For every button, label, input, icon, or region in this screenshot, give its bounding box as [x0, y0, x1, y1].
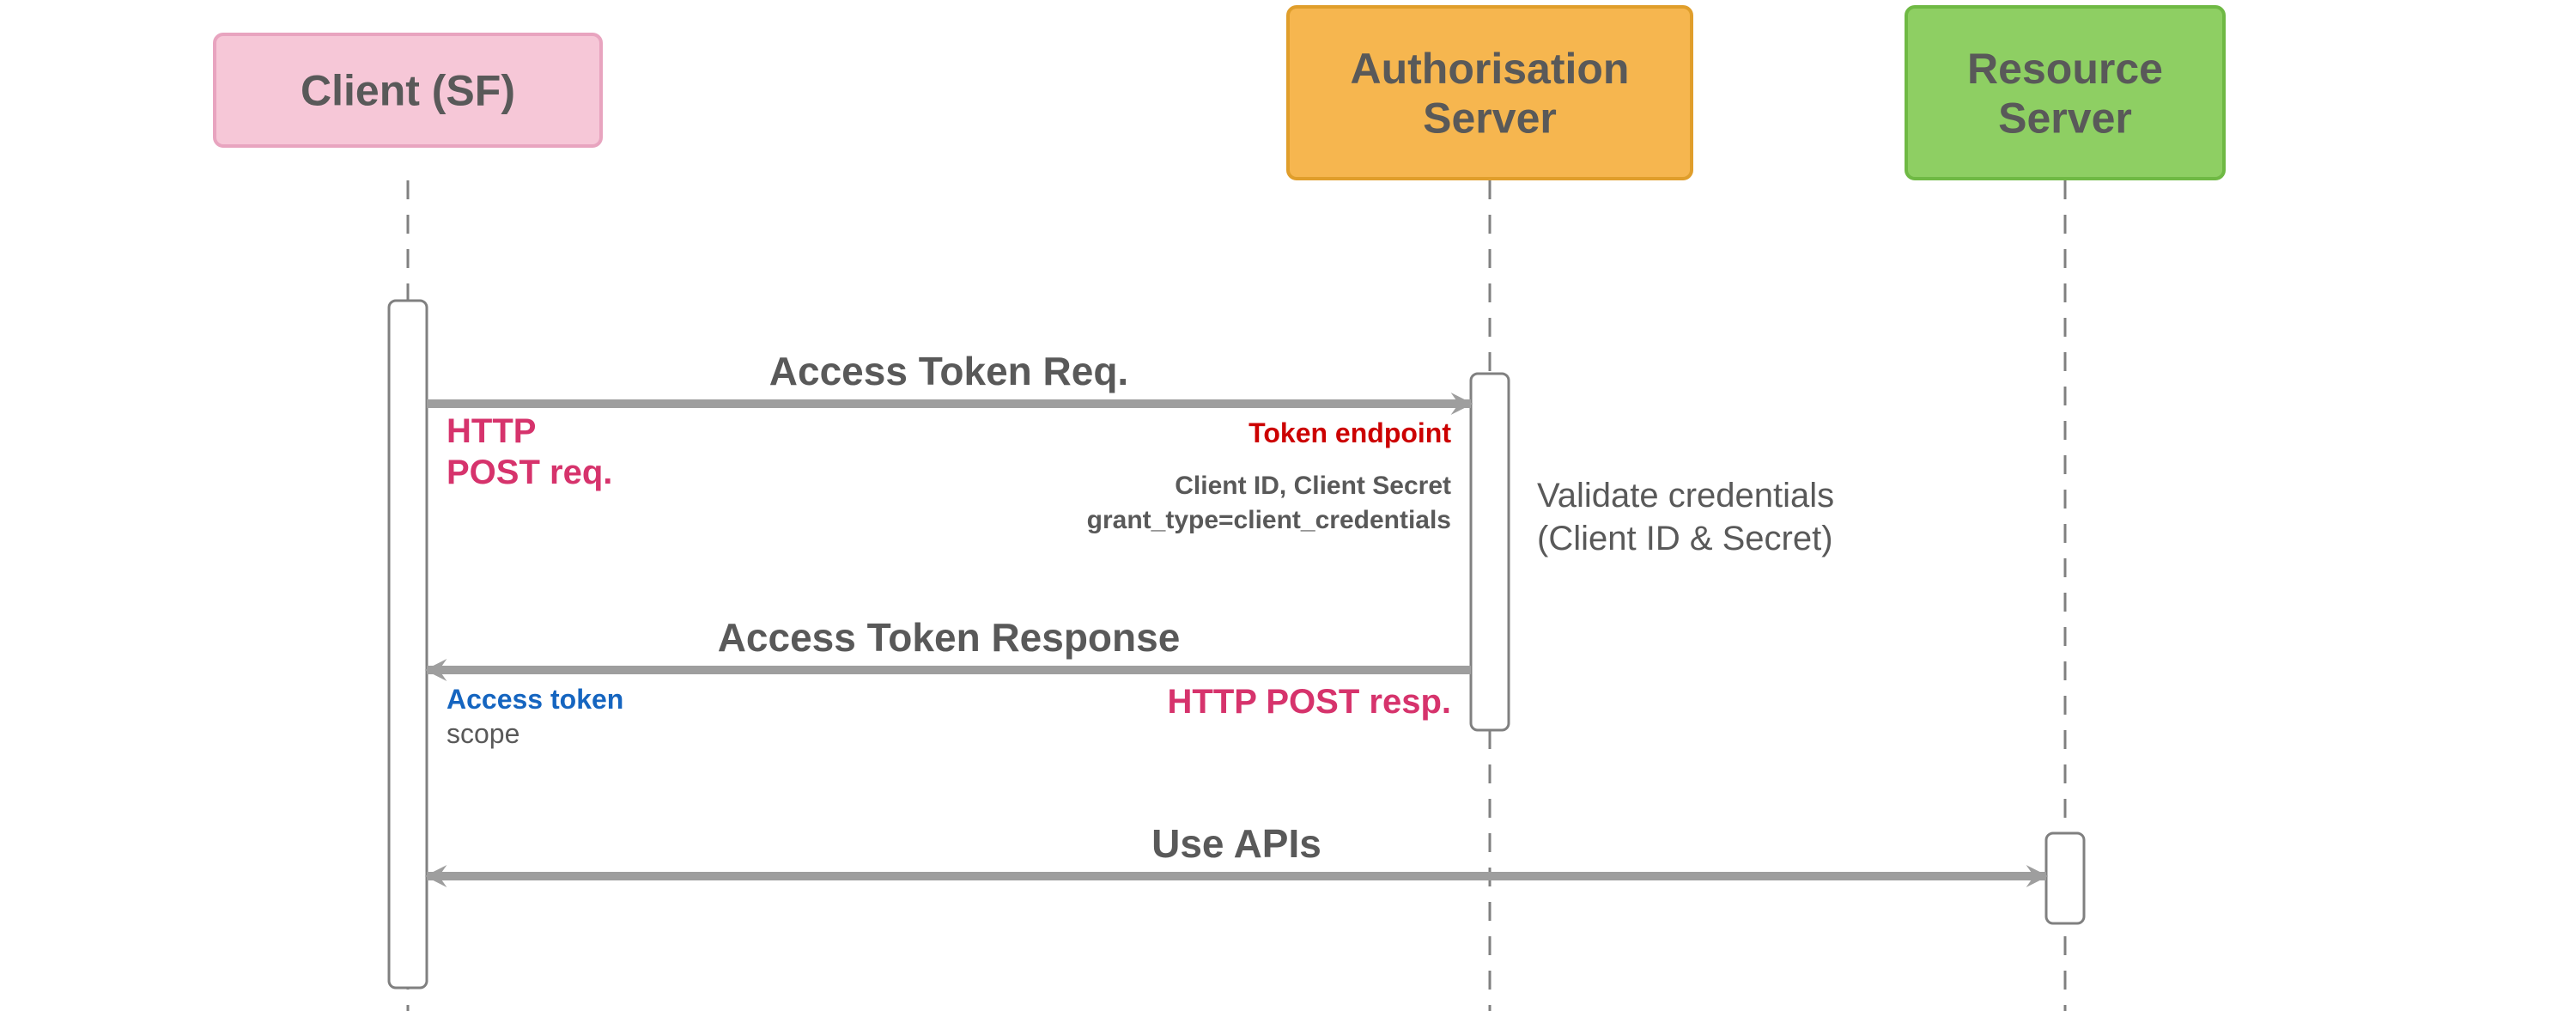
activation-auth: [1471, 374, 1509, 730]
participant-box-resource: [1906, 7, 2224, 179]
participant-box-auth: [1288, 7, 1692, 179]
validate-note: Validate credentials(Client ID & Secret): [1537, 477, 1834, 557]
msg2-label: Access Token Response: [718, 615, 1181, 660]
msg1-params: Client ID, Client Secretgrant_type=clien…: [1087, 472, 1451, 534]
msg1-label: Access Token Req.: [769, 349, 1128, 393]
msg3-label: Use APIs: [1151, 821, 1321, 866]
msg2-token: Access token: [447, 684, 623, 715]
activation-resource: [2046, 833, 2084, 923]
msg2-http: HTTP POST resp.: [1168, 683, 1451, 721]
msg1-endpoint: Token endpoint: [1249, 417, 1451, 448]
msg2-scope: scope: [447, 718, 519, 749]
participant-label-client: Client (SF): [301, 67, 515, 115]
activation-client: [389, 301, 427, 988]
msg1-http: HTTPPOST req.: [447, 412, 612, 491]
